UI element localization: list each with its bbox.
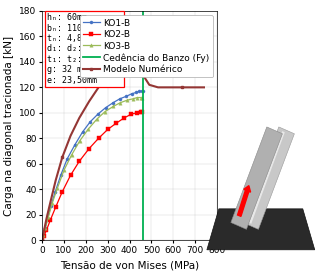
KO1-B [137, 90, 141, 93]
Modelo Numérico [180, 86, 184, 89]
KO2-B [122, 116, 126, 120]
KO3-B [40, 239, 44, 242]
KO3-B [41, 233, 45, 237]
Line: KO3-B: KO3-B [40, 96, 144, 242]
KO1-B [41, 233, 45, 237]
Modelo Numérico [115, 35, 119, 38]
Polygon shape [249, 131, 285, 224]
KO1-B [118, 97, 122, 100]
KO3-B [95, 118, 99, 121]
Polygon shape [207, 209, 315, 250]
Modelo Numérico [202, 86, 206, 89]
Modelo Numérico [125, 51, 129, 55]
KO3-B [78, 139, 82, 143]
KO3-B [55, 186, 59, 190]
KO1-B [81, 130, 85, 133]
Modelo Numérico [40, 239, 44, 242]
KO2-B [129, 112, 133, 116]
KO2-B [139, 110, 143, 113]
KO2-B [40, 239, 44, 242]
Text: hₙ: 60mm
bₙ: 110mm
tₙ: 4,8mm
d₁: d₂: 48,3 mm
t₁: t₂: 3,7mm
g: 32 mm
e: 23,50mm: hₙ: 60mm bₙ: 110mm tₙ: 4,8mm d₁: d₂: 48,… [47, 13, 122, 85]
KO3-B [43, 226, 47, 229]
Cedência do Banzo (Fy) [141, 239, 145, 242]
FancyArrow shape [237, 186, 250, 216]
KO1-B [46, 217, 50, 220]
Line: KO1-B: KO1-B [40, 90, 145, 242]
KO1-B [111, 101, 115, 104]
KO3-B [46, 216, 50, 219]
KO1-B [140, 90, 144, 93]
KO2-B [97, 137, 100, 140]
KO1-B [96, 112, 100, 116]
X-axis label: Tensão de von Mises (MPa): Tensão de von Mises (MPa) [60, 260, 199, 270]
KO2-B [106, 128, 110, 131]
KO2-B [54, 206, 58, 209]
KO3-B [140, 96, 144, 99]
Modelo Numérico [138, 26, 142, 29]
KO3-B [103, 110, 107, 113]
KO1-B [59, 174, 63, 177]
KO1-B [88, 120, 92, 123]
KO1-B [141, 90, 145, 93]
KO3-B [125, 99, 129, 102]
KO2-B [87, 147, 91, 150]
Modelo Numérico [132, 45, 136, 48]
KO1-B [73, 143, 77, 146]
Polygon shape [243, 127, 295, 229]
KO2-B [115, 121, 119, 125]
KO1-B [130, 92, 134, 95]
KO2-B [49, 218, 52, 221]
KO2-B [77, 160, 81, 163]
KO3-B [70, 153, 74, 156]
Line: KO2-B: KO2-B [40, 110, 144, 242]
KO2-B [135, 111, 139, 114]
KO2-B [60, 190, 64, 194]
KO3-B [62, 168, 66, 172]
Legend: KO1-B, KO2-B, KO3-B, Cedência do Banzo (Fy), Modelo Numérico: KO1-B, KO2-B, KO3-B, Cedência do Banzo (… [80, 16, 213, 77]
Modelo Numérico [129, 46, 133, 49]
Y-axis label: Carga na diagonal tracionada [kN]: Carga na diagonal tracionada [kN] [4, 35, 14, 216]
Cedência do Banzo (Fy) [141, 237, 145, 241]
KO1-B [124, 95, 128, 98]
KO2-B [45, 229, 49, 232]
KO3-B [119, 101, 122, 104]
KO3-B [131, 97, 135, 100]
KO1-B [49, 204, 53, 207]
Polygon shape [231, 127, 283, 229]
KO3-B [139, 96, 143, 99]
KO3-B [135, 96, 139, 99]
KO1-B [40, 239, 44, 242]
KO2-B [69, 174, 73, 177]
Modelo Numérico [118, 31, 122, 34]
KO1-B [43, 226, 47, 229]
Line: Modelo Numérico: Modelo Numérico [41, 26, 205, 242]
KO3-B [86, 128, 90, 131]
KO1-B [65, 157, 69, 160]
KO3-B [111, 105, 115, 108]
KO2-B [140, 110, 144, 113]
KO1-B [134, 91, 138, 94]
KO2-B [42, 235, 46, 238]
KO1-B [53, 190, 57, 194]
KO1-B [104, 106, 108, 109]
KO3-B [50, 202, 54, 205]
